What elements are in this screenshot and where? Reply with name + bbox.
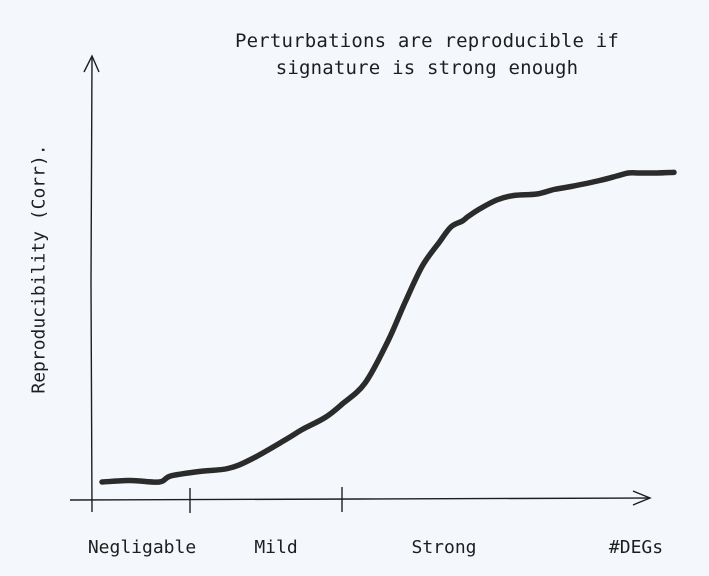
chart-title-line-2: signature is strong enough <box>275 57 579 79</box>
x-tick-label-mild: Mild <box>254 537 298 558</box>
x-axis-label: #DEGs <box>608 537 664 558</box>
x-axis <box>69 497 651 501</box>
y-axis <box>90 57 93 513</box>
x-axis-arrowhead <box>632 490 652 506</box>
x-tick-label-strong: Strong <box>411 537 477 558</box>
x-tick-label-negligable: Negligable <box>87 537 197 558</box>
y-axis-arrowhead <box>83 54 100 73</box>
series-line <box>99 169 677 485</box>
chart-title: Perturbations are reproducible if signat… <box>232 28 622 82</box>
chart-title-line-1: Perturbations are reproducible if <box>234 30 620 52</box>
